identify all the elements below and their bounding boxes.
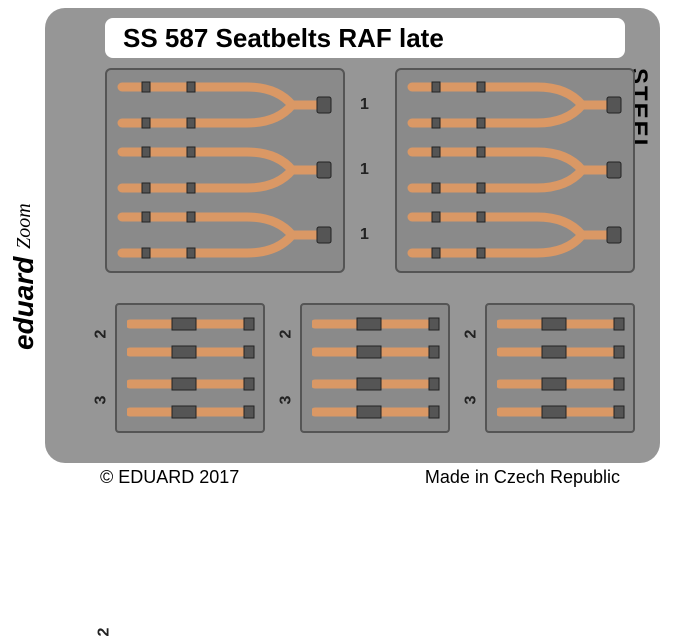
product-title: SS 587 Seatbelts RAF late [123,23,444,54]
lap-belt [497,405,627,419]
y-harness [117,75,337,135]
part-number-2: 2 [277,330,295,339]
lap-belt [497,345,627,359]
part-number-2: 2 [92,330,110,339]
y-harness [407,140,627,200]
top-panel-left [105,68,345,273]
lap-belt [127,377,257,391]
part-number-1: 1 [360,226,369,244]
made-in-text: Made in Czech Republic [425,467,620,488]
copyright-text: © EDUARD 2017 [100,467,239,488]
brand-label: eduard Zoom [8,100,43,350]
brand-text: eduard [8,257,39,350]
lap-belt [127,405,257,419]
lap-belt [312,377,442,391]
y-harness [407,75,627,135]
part-number-3: 3 [277,396,295,405]
lap-belt [312,405,442,419]
lap-belt [312,317,442,331]
part-number-3: 3 [462,396,480,405]
top-panel-right [395,68,635,273]
lap-belt [127,345,257,359]
title-bar: SS 587 Seatbelts RAF late [105,18,625,58]
sheet-container: eduard Zoom SS 587 Seatbelts RAF late ST… [0,0,680,503]
part-number-1: 1 [360,96,369,114]
bottom-panel-2 [300,303,450,433]
brand-suffix: Zoom [13,203,35,249]
part-number-2: 2 [462,330,480,339]
part-number-1: 1 [360,161,369,179]
part-number-2: 2 [95,628,113,636]
bottom-row: 2 [105,303,645,443]
bottom-panel-1 [115,303,265,433]
lap-belt [497,317,627,331]
photoetch-fret: SS 587 Seatbelts RAF late STEEL [45,8,660,463]
top-row: 1 1 1 [105,68,645,288]
part-number-3: 3 [92,396,110,405]
bottom-panel-3 [485,303,635,433]
lap-belt [312,345,442,359]
lap-belt [127,317,257,331]
y-harness [407,205,627,265]
lap-belt [497,377,627,391]
y-harness [117,205,337,265]
y-harness [117,140,337,200]
